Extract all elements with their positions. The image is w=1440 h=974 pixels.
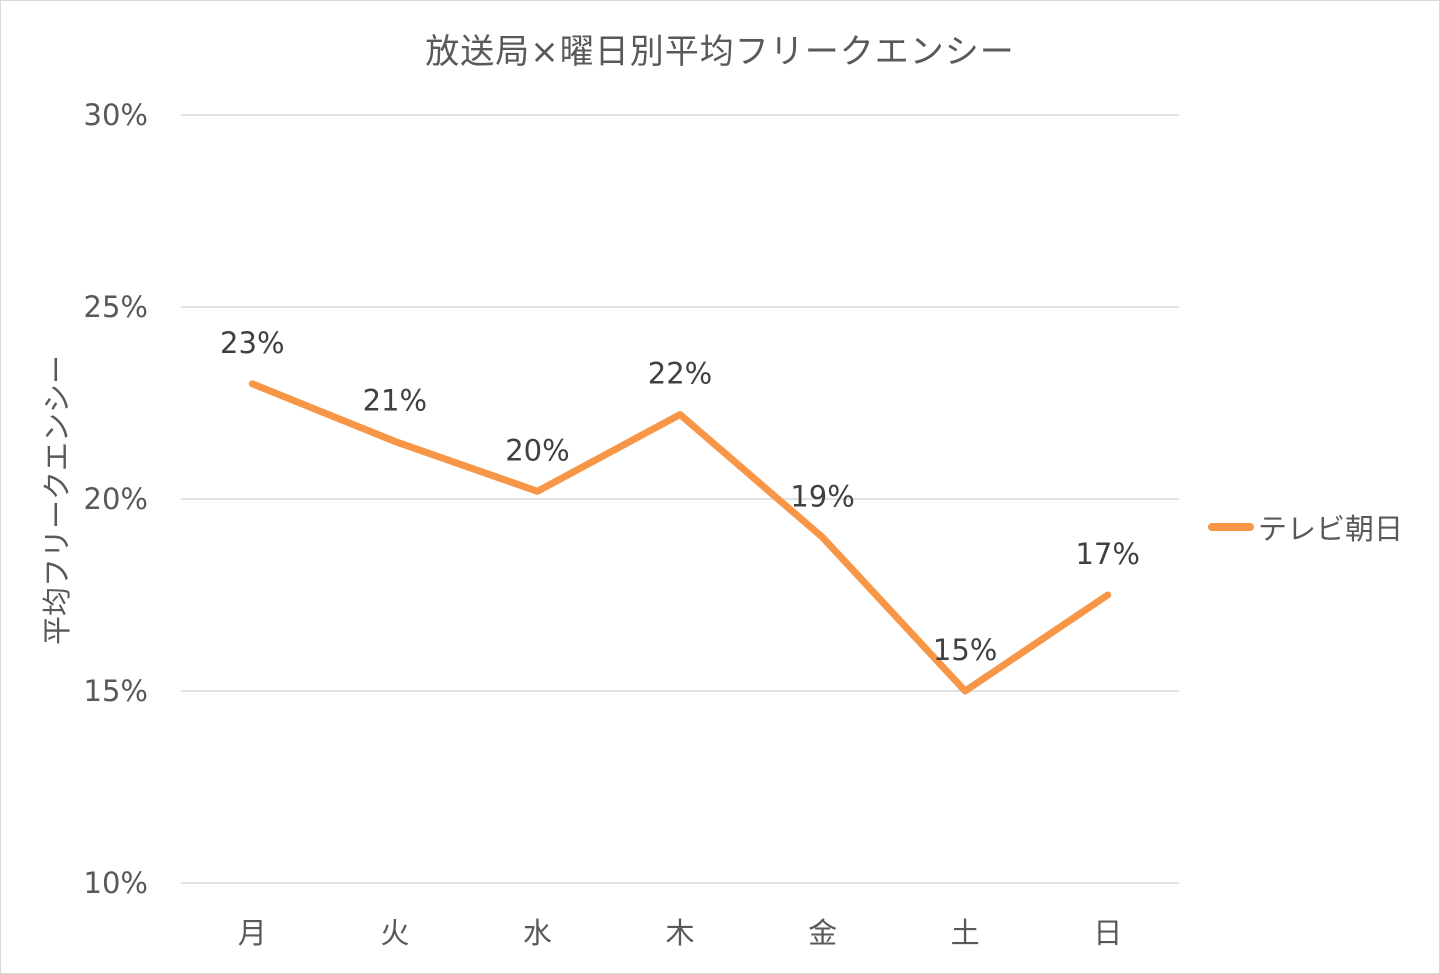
x-tick-label: 木 [665, 916, 694, 950]
x-tick-label: 火 [380, 916, 409, 950]
x-tick-label: 金 [808, 916, 837, 950]
gridlines [181, 114, 1179, 884]
y-tick-label: 15% [84, 674, 148, 708]
legend-label: テレビ朝日 [1258, 512, 1404, 546]
x-axis-ticks: 月火水木金土日 [238, 916, 1122, 950]
y-tick-label: 10% [84, 866, 148, 900]
y-tick-label: 25% [84, 290, 148, 324]
y-tick-label: 20% [84, 482, 148, 516]
data-label: 20% [505, 433, 569, 467]
x-tick-label: 月 [238, 916, 267, 950]
data-label: 23% [220, 326, 284, 360]
y-axis-ticks: 30% 25% 20% 15% 10% [84, 98, 148, 900]
chart-title: 放送局×曜日別平均フリークエンシー [425, 32, 1015, 72]
data-label: 15% [933, 633, 997, 667]
legend: テレビ朝日 [1208, 506, 1403, 548]
x-tick-label: 土 [951, 916, 980, 950]
series-layer [248, 380, 1112, 695]
legend-swatch [1208, 523, 1254, 531]
x-tick-label: 日 [1093, 916, 1122, 950]
data-label: 17% [1075, 537, 1139, 571]
y-tick-label: 30% [84, 98, 148, 132]
data-label: 21% [363, 383, 427, 417]
data-label: 19% [790, 479, 854, 513]
x-tick-label: 水 [523, 916, 552, 950]
data-label: 22% [648, 357, 712, 391]
data-labels: 23% 21% 20% 22% 19% 15% 17% [220, 326, 1140, 667]
